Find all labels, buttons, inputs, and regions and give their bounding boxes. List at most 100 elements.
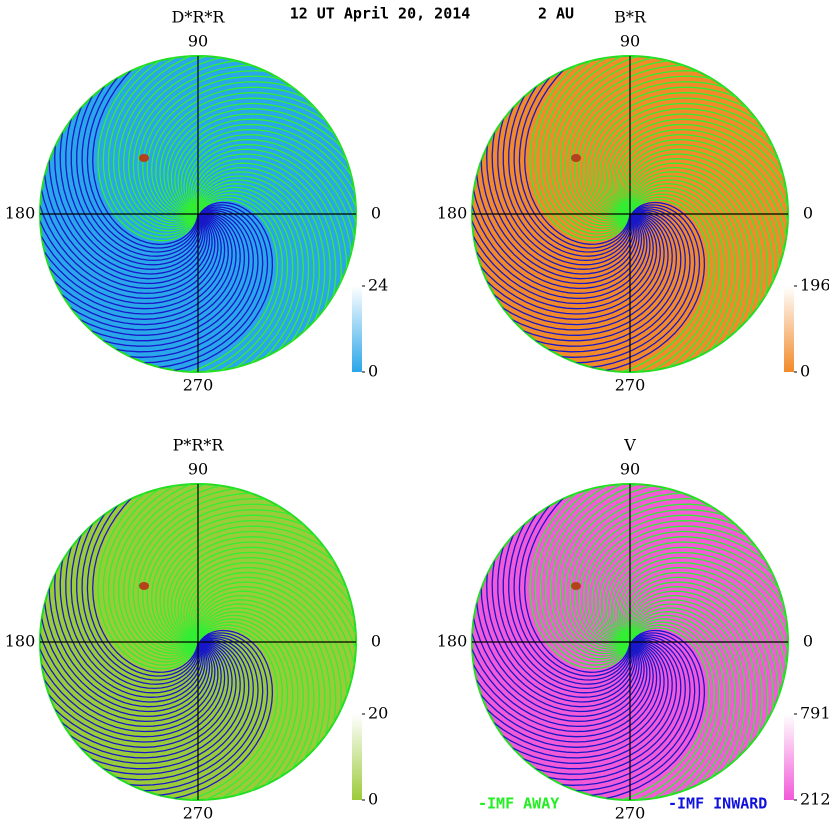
away-line — [155, 92, 356, 216]
inward-line — [70, 484, 200, 690]
away-line — [534, 484, 657, 666]
inward-line — [474, 211, 682, 347]
away-line — [163, 530, 356, 643]
away-line — [132, 64, 320, 222]
angle-label: 90 — [620, 460, 640, 479]
inward-line — [508, 206, 696, 364]
inward-line — [40, 549, 211, 718]
angle-label: 270 — [615, 376, 646, 395]
away-line — [192, 581, 342, 777]
inward-line — [40, 170, 219, 305]
away-line — [620, 143, 786, 322]
inward-line — [92, 56, 199, 245]
earth-marker — [571, 582, 581, 590]
inward-line — [495, 208, 691, 358]
inward-line — [508, 634, 696, 792]
away-line — [159, 525, 356, 643]
angle-label: 270 — [183, 376, 214, 395]
away-line — [615, 133, 788, 292]
inward-line — [42, 106, 208, 285]
inward-line — [90, 204, 269, 370]
away-line — [599, 536, 788, 643]
inward-line — [486, 79, 636, 275]
inward-line — [48, 520, 206, 708]
inward-line — [76, 56, 200, 257]
inward-line — [472, 213, 665, 326]
away-line — [552, 199, 711, 372]
angle-label: 0 — [371, 632, 381, 651]
away-line — [602, 113, 788, 223]
away-line — [195, 162, 331, 370]
away-line — [628, 594, 758, 800]
angle-label: 90 — [620, 32, 640, 51]
inward-line — [508, 484, 632, 685]
field-lines — [40, 484, 356, 800]
away-line — [569, 70, 765, 220]
inward-line — [513, 56, 631, 253]
inward-line — [472, 205, 658, 315]
inward-line — [474, 106, 640, 285]
away-line — [629, 175, 747, 372]
inward-line — [70, 56, 200, 262]
inward-line — [472, 598, 651, 733]
away-line — [107, 56, 242, 235]
away-line — [620, 571, 786, 750]
inward-line — [472, 640, 678, 770]
distance-label: 2 AU — [538, 5, 574, 23]
inward-line — [40, 213, 233, 326]
inward-line — [518, 56, 631, 249]
colorbar-label: 24 — [368, 276, 388, 295]
away-line — [627, 590, 763, 798]
inward-line — [472, 549, 643, 718]
away-line — [112, 484, 259, 660]
inward-line — [90, 632, 269, 798]
inward-line — [537, 201, 706, 372]
away-line — [609, 123, 788, 258]
angle-label: 180 — [437, 632, 468, 651]
inward-line — [54, 79, 204, 275]
inward-line — [105, 629, 274, 800]
away-line — [195, 590, 331, 798]
away-line — [564, 64, 752, 222]
inward-line — [92, 484, 199, 673]
inward-line — [472, 187, 654, 310]
away-line — [188, 143, 354, 322]
away-line — [188, 571, 354, 750]
away-line — [586, 621, 721, 800]
away-line — [603, 190, 726, 372]
panel-title: D*R*R — [172, 8, 226, 27]
away-line — [154, 621, 289, 800]
inward-line — [65, 486, 201, 694]
inward-line — [40, 581, 216, 728]
inward-line — [63, 636, 259, 786]
inward-line — [472, 564, 645, 723]
away-line — [624, 153, 774, 349]
away-line — [587, 92, 788, 216]
inward-line — [472, 213, 661, 320]
inward-line — [472, 615, 654, 738]
inward-line — [502, 484, 632, 690]
away-line — [150, 86, 356, 216]
away-line — [529, 56, 639, 242]
away-line — [196, 171, 320, 372]
away-line — [185, 566, 356, 735]
earth-marker — [139, 154, 149, 162]
away-line — [192, 153, 342, 349]
away-line — [197, 175, 315, 372]
legend-away: -IMF AWAY — [478, 795, 559, 813]
away-line — [606, 546, 788, 669]
away-line — [154, 193, 289, 372]
away-line — [582, 514, 788, 644]
away-line — [189, 614, 299, 800]
inward-line — [81, 56, 199, 253]
inward-line — [65, 58, 201, 266]
away-line — [622, 576, 780, 764]
away-line — [197, 179, 310, 372]
away-line — [539, 56, 674, 235]
inward-line — [40, 213, 237, 331]
away-line — [97, 56, 207, 242]
away-line — [170, 541, 356, 651]
inward-line — [40, 212, 246, 342]
